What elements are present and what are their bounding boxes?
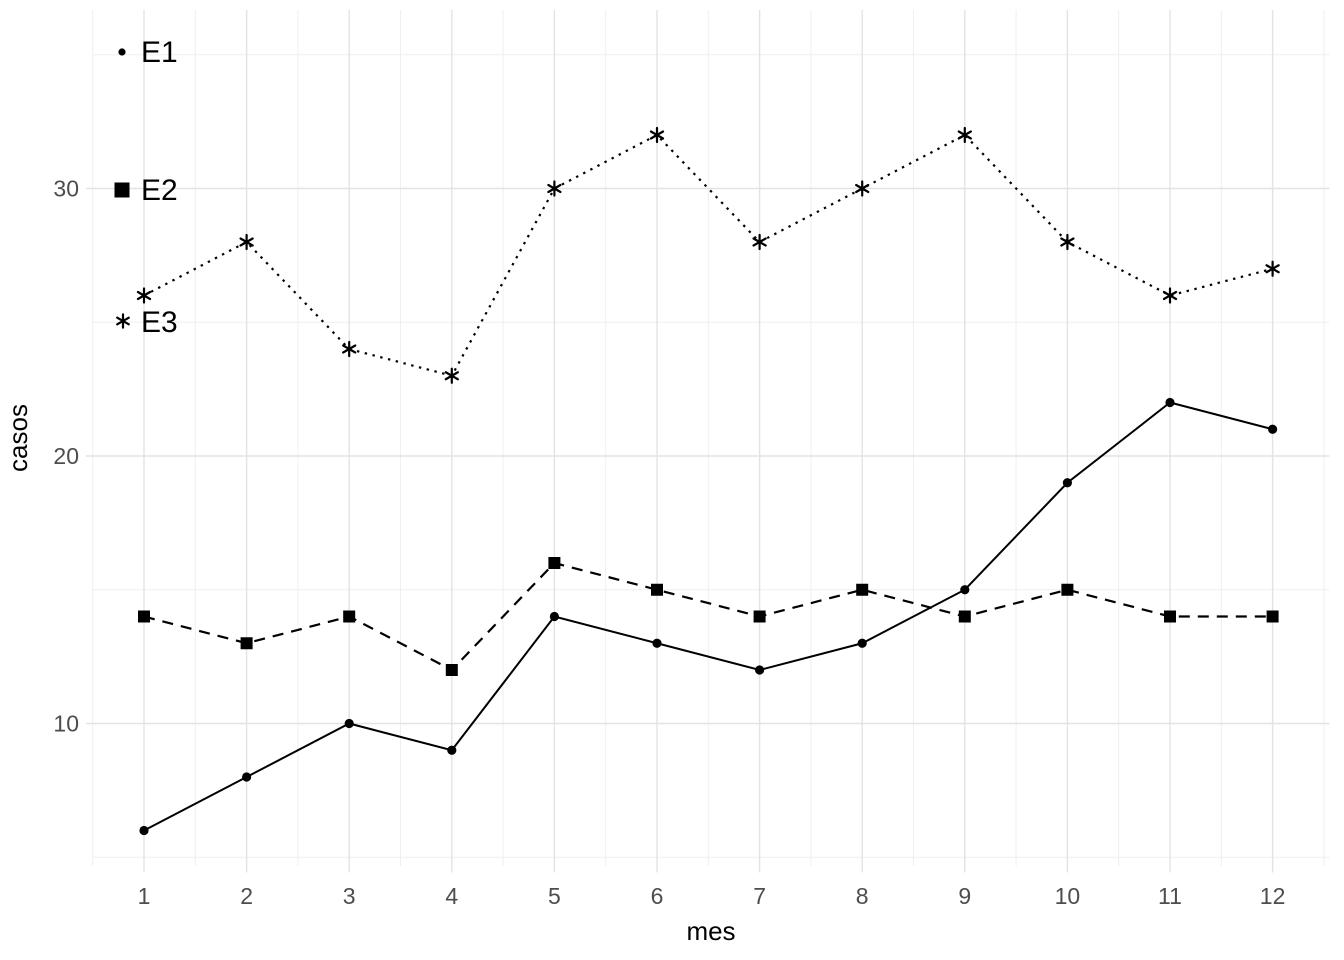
x-tick-label: 1: [138, 883, 151, 909]
marker-square: [445, 664, 458, 676]
x-axis-tick-labels: 1 2 3 4 5 6 7 8 9 10 11 12: [138, 883, 1286, 909]
x-tick-label: 8: [856, 883, 869, 909]
y-tick-label: 20: [53, 443, 79, 469]
marker-square: [1266, 610, 1279, 623]
marker-asterisk: [752, 233, 767, 251]
x-tick-label: 6: [651, 883, 664, 909]
marker-circle: [1062, 478, 1072, 488]
data-series: [136, 126, 1280, 836]
legend-label-E1: E1: [141, 36, 178, 69]
marker-asterisk: [444, 367, 459, 384]
x-axis-title: mes: [686, 916, 735, 946]
marker-circle: [447, 745, 457, 755]
x-tick-label: 7: [753, 883, 766, 909]
marker-circle: [755, 665, 765, 675]
x-tick-label: 12: [1260, 883, 1286, 909]
marker-circle: [960, 585, 970, 595]
marker-square: [1061, 583, 1074, 596]
legend-marker-circle: [118, 48, 126, 56]
marker-circle: [344, 718, 354, 729]
legend-item-E2: E2: [114, 174, 178, 207]
marker-circle: [857, 638, 867, 648]
marker-circle: [1268, 424, 1278, 434]
series-line-E1: [143, 401, 1273, 832]
marker-asterisk: [1162, 287, 1178, 304]
marker-circle: [139, 825, 149, 836]
marker-square: [138, 610, 150, 623]
marker-square: [548, 557, 561, 569]
marker-circle: [242, 772, 252, 782]
x-tick-label: 4: [445, 883, 458, 909]
marker-square: [651, 583, 663, 596]
legend-label-E3: E3: [141, 306, 178, 339]
y-tick-label: 30: [53, 176, 79, 202]
marker-asterisk: [649, 126, 665, 144]
marker-square: [753, 610, 766, 623]
marker-asterisk: [957, 126, 972, 144]
x-tick-label: 2: [240, 883, 253, 909]
marker-asterisk: [855, 180, 870, 197]
chart-legend: E1 E2 E3: [114, 36, 178, 339]
marker-circle: [549, 611, 560, 622]
gridlines-major: [86, 10, 1330, 873]
y-tick-label: 10: [53, 711, 79, 737]
series-E2: [138, 557, 1279, 676]
y-axis-tick-labels: 10 20 30: [53, 176, 79, 737]
marker-square: [958, 610, 971, 623]
legend-item-E3: E3: [116, 306, 178, 339]
x-tick-label: 10: [1055, 883, 1081, 909]
x-tick-label: 9: [958, 883, 971, 909]
legend-item-E1: E1: [118, 36, 178, 69]
y-axis-title: casos: [3, 404, 33, 472]
legend-marker-square: [114, 182, 130, 198]
series-line-E2: [143, 561, 1273, 672]
marker-asterisk: [116, 313, 130, 329]
marker-asterisk: [1060, 233, 1075, 251]
marker-square: [240, 637, 253, 650]
marker-circle: [652, 638, 662, 648]
x-tick-label: 5: [548, 883, 561, 909]
gridlines-minor: [92, 10, 1330, 866]
series-E3: [136, 126, 1280, 384]
marker-asterisk: [547, 180, 562, 197]
marker-circle: [1165, 397, 1175, 408]
marker-square: [343, 610, 356, 623]
x-tick-label: 3: [343, 883, 356, 909]
x-tick-label: 11: [1158, 883, 1182, 909]
legend-label-E2: E2: [141, 174, 178, 207]
marker-asterisk: [239, 233, 254, 251]
marker-asterisk: [342, 340, 357, 358]
marker-square: [856, 583, 869, 596]
marker-asterisk: [1265, 260, 1280, 277]
marker-asterisk: [136, 287, 152, 304]
series-E1: [139, 397, 1278, 836]
marker-square: [1164, 610, 1176, 623]
